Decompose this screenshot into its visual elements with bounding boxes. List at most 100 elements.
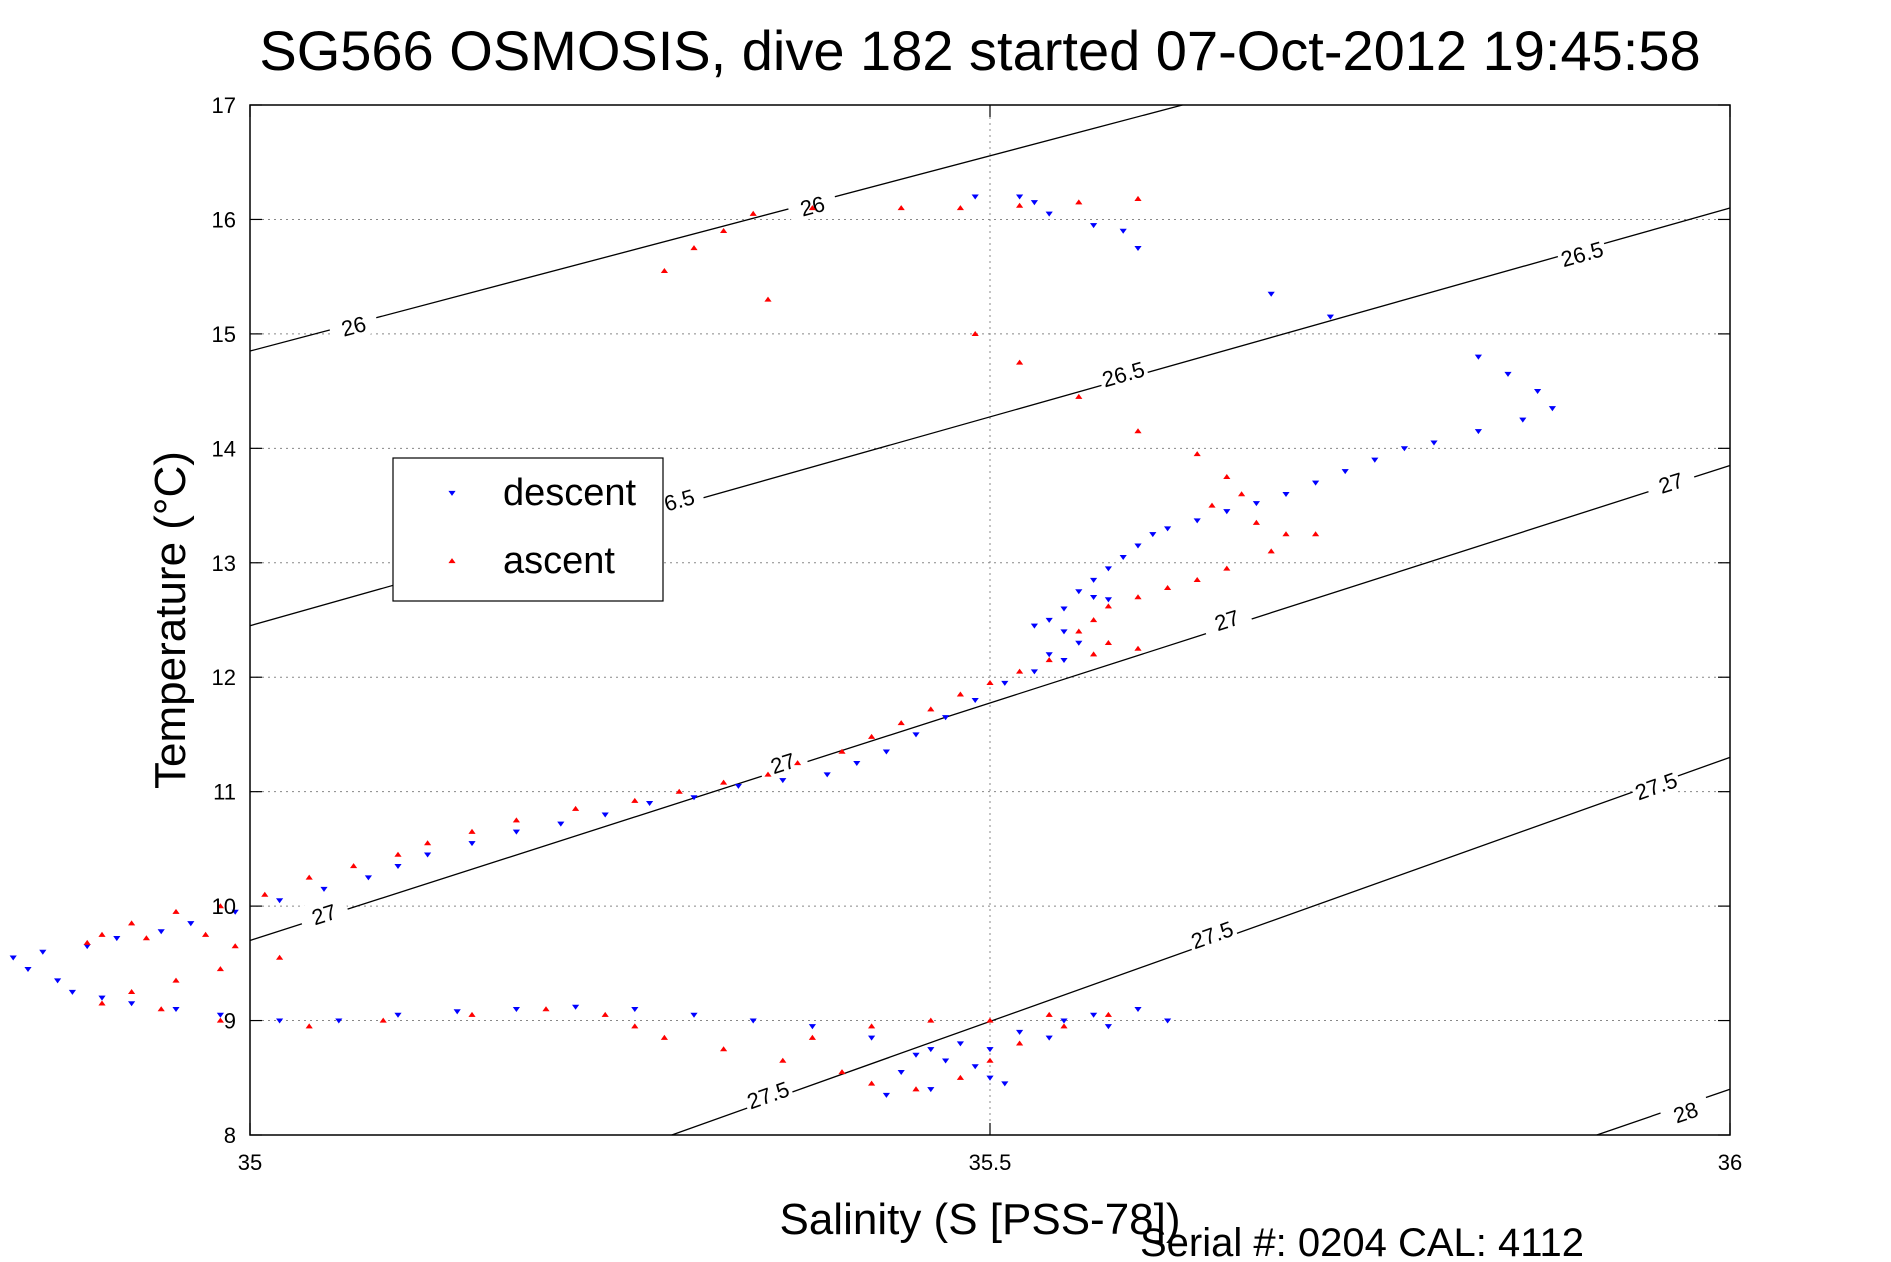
descent-point <box>1045 1035 1053 1041</box>
ascent-point <box>897 720 905 726</box>
descent-point <box>1045 617 1053 623</box>
ascent-point <box>1134 428 1142 434</box>
contour-label: 27.5 <box>1632 767 1681 805</box>
legend-label-descent: descent <box>503 472 637 514</box>
descent-point <box>986 1047 994 1053</box>
contour-label: 27.5 <box>1188 916 1237 954</box>
descent-point <box>1104 597 1112 603</box>
ascent-point <box>1193 577 1201 583</box>
descent-point <box>1474 354 1482 360</box>
y-tick-label: 16 <box>212 207 236 232</box>
ascent-point <box>1016 359 1024 365</box>
plot-frame <box>249 104 1731 1136</box>
descent-point <box>216 1012 224 1018</box>
descent-point <box>882 749 890 755</box>
descent-point <box>54 978 62 984</box>
density-contour-27 <box>249 464 1731 942</box>
descent-point <box>128 1001 136 1007</box>
ascent-point <box>779 1057 787 1063</box>
descent-point <box>971 1064 979 1070</box>
ascent-point <box>986 1057 994 1063</box>
descent-point <box>942 715 950 721</box>
descent-point <box>690 1012 698 1018</box>
serial-cal-footer: Serial #: 0204 CAL: 4112 <box>1140 1221 1584 1262</box>
ascent-point <box>172 977 180 983</box>
ascent-point <box>868 733 876 739</box>
contour-label-bg <box>1184 913 1239 955</box>
descent-point <box>1075 640 1083 646</box>
x-tick-label: 36 <box>1718 1150 1742 1175</box>
ascent-point <box>1312 531 1320 537</box>
ascent-point <box>276 954 284 960</box>
contour-label-bg <box>652 479 706 518</box>
ascent-point <box>1134 195 1142 201</box>
ascent-point <box>720 779 728 785</box>
descent-point <box>1548 406 1556 412</box>
ascent-point <box>172 908 180 914</box>
descent-point <box>912 732 920 738</box>
ascent-point <box>794 760 802 766</box>
ascent-point <box>231 943 239 949</box>
descent-point <box>1119 554 1127 560</box>
descent-point <box>1252 501 1260 507</box>
descent-point <box>1430 440 1438 446</box>
ascent-point <box>394 851 402 857</box>
ascent-point <box>1223 474 1231 480</box>
ascent-point <box>808 205 816 211</box>
y-tick-label: 12 <box>212 665 236 690</box>
ascent-point <box>1208 502 1216 508</box>
descent-point <box>868 1035 876 1041</box>
descent-point <box>1016 194 1024 200</box>
ascent-point <box>631 1023 639 1029</box>
descent-point <box>557 821 565 827</box>
descent-point <box>1164 526 1172 532</box>
descent-point <box>1312 480 1320 486</box>
contour-label-bg <box>1199 599 1254 639</box>
descent-point <box>1134 1007 1142 1013</box>
descent-point <box>113 936 121 942</box>
contour-label: 27.5 <box>744 1076 793 1114</box>
contour-label-bg <box>1643 462 1698 502</box>
descent-point <box>394 863 402 869</box>
descent-point <box>1534 389 1542 395</box>
ascent-point <box>927 1017 935 1023</box>
ascent-point <box>83 939 91 945</box>
descent-point <box>1164 1018 1172 1024</box>
y-tick-label: 10 <box>212 894 236 919</box>
descent-point <box>320 886 328 892</box>
descent-point <box>631 1007 639 1013</box>
descent-point <box>1193 518 1201 524</box>
ascent-point <box>379 1017 387 1023</box>
descent-point <box>808 1024 816 1030</box>
descent-point <box>882 1092 890 1098</box>
ascent-point <box>424 840 432 846</box>
ascent-point <box>1016 668 1024 674</box>
ascent-point <box>986 1017 994 1023</box>
ascent-point <box>720 227 728 233</box>
descent-point <box>1060 657 1068 663</box>
descent-point <box>1030 623 1038 629</box>
density-contour-26 <box>249 104 1183 352</box>
ascent-point <box>1075 199 1083 205</box>
ascent-point <box>1164 585 1172 591</box>
contour-label-bg <box>326 306 380 344</box>
descent-point <box>468 841 476 847</box>
axis-ticks: 8 9 10 11 12 13 14 15 16 17 35 35.5 36 <box>212 93 1743 1175</box>
ascent-point <box>660 268 668 274</box>
ascent-point <box>838 748 846 754</box>
ascent-point <box>1075 393 1083 399</box>
ascent-point <box>956 205 964 211</box>
ascent-point <box>1090 651 1098 657</box>
descent-point <box>927 1047 935 1053</box>
descent-point <box>1090 595 1098 601</box>
ascent-point <box>1104 603 1112 609</box>
ascent-point <box>868 1023 876 1029</box>
descent-point <box>912 1052 920 1058</box>
ascent-point <box>912 1086 920 1092</box>
descent-point <box>1060 606 1068 612</box>
descent-point <box>1090 577 1098 583</box>
legend-label-ascent: ascent <box>503 540 615 582</box>
ascent-point <box>749 210 757 216</box>
descent-point <box>424 852 432 858</box>
